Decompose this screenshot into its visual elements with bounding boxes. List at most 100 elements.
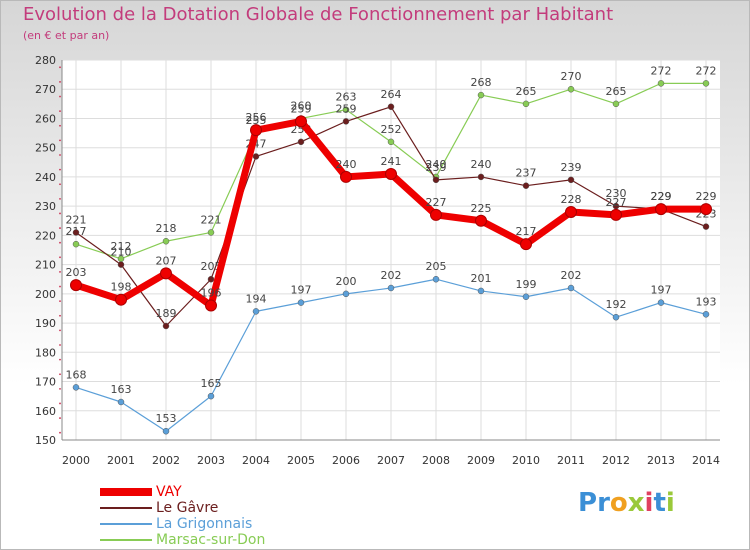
- data-point-le-g-vre: [117, 261, 125, 268]
- data-point-le-g-vre: [72, 229, 80, 236]
- axis-minor-tick: [59, 154, 61, 156]
- x-tick-label: 2011: [557, 454, 585, 467]
- axis-minor-tick: [59, 256, 61, 259]
- data-point-le-g-vre: [387, 103, 395, 111]
- data-label-la-grigonnais: 201: [471, 272, 492, 285]
- data-label-le-g-vre: 205: [201, 260, 222, 273]
- legend-label: La Grigonnais: [156, 516, 253, 532]
- axis-minor-tick: [59, 124, 61, 127]
- y-tick-label: 200: [35, 288, 56, 301]
- data-label-la-grigonnais: 199: [516, 278, 537, 291]
- axis-minor-tick: [59, 285, 61, 288]
- axis-minor-tick: [59, 271, 61, 273]
- data-label-le-g-vre: 259: [336, 102, 357, 115]
- data-point-le-g-vre: [252, 153, 260, 160]
- data-label-marsac-sur-don: 268: [471, 76, 492, 89]
- axis-minor-tick: [59, 300, 61, 303]
- data-point-le-g-vre: [567, 176, 575, 184]
- data-point-le-g-vre: [342, 118, 350, 125]
- axis-minor-tick: [59, 387, 61, 390]
- data-point-vay: [250, 124, 262, 137]
- data-point-la-grigonnais: [387, 284, 395, 292]
- data-label-la-grigonnais: 193: [696, 295, 717, 308]
- data-point-la-grigonnais: [432, 275, 440, 283]
- data-label-marsac-sur-don: 221: [201, 213, 222, 226]
- axis-minor-tick: [59, 183, 61, 186]
- data-point-le-g-vre: [162, 322, 170, 330]
- data-point-vay: [475, 214, 487, 227]
- data-label-le-g-vre: 230: [606, 187, 627, 200]
- data-point-vay: [565, 206, 577, 218]
- data-point-vay: [205, 299, 217, 312]
- axis-minor-tick: [59, 314, 61, 317]
- data-point-la-grigonnais: [207, 392, 215, 400]
- axis-minor-tick: [59, 227, 61, 229]
- data-label-vay: 259: [291, 102, 312, 115]
- data-label-vay: 241: [381, 155, 402, 168]
- logo-letter: r: [597, 488, 610, 518]
- y-tick-label: 160: [35, 405, 56, 418]
- axis-minor-tick: [59, 81, 61, 83]
- logo-letter: i: [665, 488, 675, 518]
- axis-minor-tick: [59, 358, 61, 361]
- data-point-la-grigonnais: [342, 290, 350, 298]
- data-point-marsac-sur-don: [702, 80, 710, 87]
- data-label-la-grigonnais: 197: [291, 284, 312, 297]
- legend-label: Le Gâvre: [156, 500, 219, 516]
- y-tick-label: 170: [35, 376, 56, 389]
- data-point-le-g-vre: [702, 223, 710, 230]
- data-point-la-grigonnais: [702, 311, 710, 318]
- data-point-le-g-vre: [432, 176, 440, 184]
- x-tick-label: 2008: [422, 454, 450, 467]
- data-point-la-grigonnais: [252, 308, 260, 315]
- data-label-marsac-sur-don: 270: [561, 70, 582, 83]
- axis-minor-tick: [59, 329, 61, 332]
- x-tick-label: 2006: [332, 454, 360, 467]
- data-point-la-grigonnais: [657, 299, 665, 306]
- data-label-marsac-sur-don: 255: [246, 114, 267, 127]
- y-tick-label: 190: [35, 317, 56, 330]
- data-label-vay: 229: [696, 190, 717, 203]
- data-point-le-g-vre: [297, 138, 305, 146]
- axis-minor-tick: [59, 373, 61, 376]
- data-label-vay: 229: [651, 190, 672, 203]
- data-label-marsac-sur-don: 265: [606, 85, 627, 98]
- data-label-la-grigonnais: 205: [426, 260, 447, 273]
- data-point-marsac-sur-don: [567, 85, 575, 93]
- data-label-la-grigonnais: 192: [606, 298, 627, 311]
- x-tick-label: 2000: [62, 454, 90, 467]
- data-point-vay: [70, 279, 82, 292]
- legend-swatch: [100, 539, 152, 541]
- axis-minor-tick: [59, 197, 61, 200]
- data-label-marsac-sur-don: 265: [516, 85, 537, 98]
- data-point-vay: [295, 115, 307, 128]
- legend-swatch: [100, 488, 152, 496]
- data-label-marsac-sur-don: 252: [381, 123, 402, 136]
- data-point-marsac-sur-don: [612, 100, 620, 108]
- data-point-marsac-sur-don: [522, 100, 530, 108]
- data-label-marsac-sur-don: 272: [696, 64, 717, 77]
- data-label-vay: 217: [516, 225, 537, 238]
- legend-label: VAY: [156, 484, 182, 500]
- data-label-le-g-vre: 229: [651, 190, 672, 203]
- data-label-vay: 196: [201, 287, 222, 300]
- x-tick-label: 2007: [377, 454, 405, 467]
- logo-letter: x: [627, 488, 645, 518]
- data-label-le-g-vre: 237: [516, 167, 537, 180]
- proxiti-logo: Proxiti: [578, 488, 675, 518]
- axis-minor-tick: [59, 66, 61, 69]
- data-label-le-g-vre: 239: [561, 161, 582, 174]
- data-point-vay: [385, 168, 397, 180]
- x-tick-label: 2002: [152, 454, 180, 467]
- data-label-vay: 227: [426, 196, 447, 209]
- legend-swatch: [100, 523, 152, 525]
- logo-letter: P: [578, 488, 598, 518]
- x-tick-label: 2001: [107, 454, 135, 467]
- chart-title: Evolution de la Dotation Globale de Fonc…: [23, 4, 614, 25]
- data-label-vay: 240: [336, 158, 357, 171]
- x-tick-label: 2013: [647, 454, 675, 467]
- logo-letter: t: [653, 488, 666, 518]
- data-label-vay: 203: [66, 266, 87, 279]
- data-point-marsac-sur-don: [72, 240, 80, 248]
- x-tick-label: 2010: [512, 454, 540, 467]
